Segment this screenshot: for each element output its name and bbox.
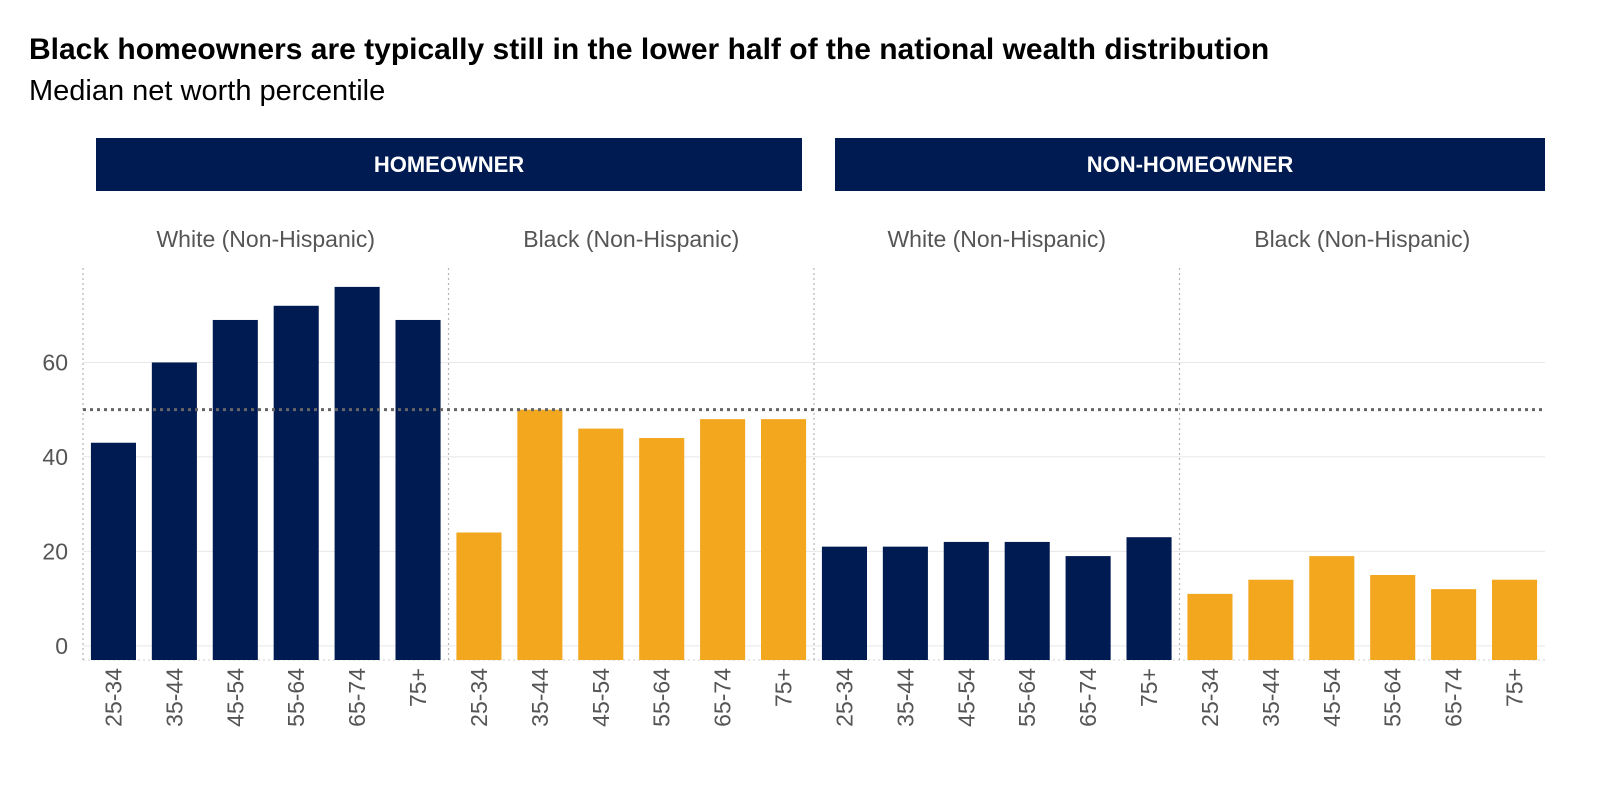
y-tick-label: 40 [42, 444, 68, 470]
bar-55-64 [273, 305, 319, 660]
x-tick-label: 55-64 [283, 668, 309, 727]
x-tick-label: 25-34 [1197, 668, 1223, 727]
bar-75+ [395, 319, 441, 660]
x-tick-label: 75+ [405, 668, 431, 707]
x-tick-label: 35-44 [892, 668, 918, 727]
bar-35-44 [1248, 579, 1294, 660]
x-tick-label: 25-34 [100, 668, 126, 727]
x-tick-label: 45-54 [588, 668, 614, 727]
x-tick-label: 35-44 [161, 668, 187, 727]
bar-25-34 [90, 442, 136, 660]
chart-subtitle: Median net worth percentile [29, 75, 386, 107]
x-tick-label: 65-74 [710, 668, 736, 727]
bar-35-44 [882, 546, 928, 660]
x-tick-label: 45-54 [222, 668, 248, 727]
bar-45-54 [943, 541, 989, 660]
x-tick-label: 65-74 [1075, 668, 1101, 727]
group-label: Black (Non-Hispanic) [1254, 226, 1470, 252]
bar-55-64 [1370, 574, 1416, 660]
x-tick-label: 35-44 [1258, 668, 1284, 727]
group-label: White (Non-Hispanic) [156, 226, 375, 252]
bar-25-34 [456, 532, 502, 660]
x-tick-label: 75+ [771, 668, 797, 707]
x-tick-label: 25-34 [831, 668, 857, 727]
facet-header-label: HOMEOWNER [374, 152, 524, 177]
facet-header-0 [96, 138, 802, 191]
y-tick-label: 60 [42, 349, 68, 375]
x-tick-label: 55-64 [649, 668, 675, 727]
facet-header-label: NON-HOMEOWNER [1087, 152, 1294, 177]
x-tick-label: 45-54 [953, 668, 979, 727]
bar-35-44 [151, 362, 197, 660]
x-tick-label: 65-74 [344, 668, 370, 727]
bar-25-34 [1187, 593, 1233, 660]
x-tick-label: 45-54 [1319, 668, 1345, 727]
facet-header-1 [835, 138, 1545, 191]
y-tick-label: 20 [42, 538, 68, 564]
bar-75+ [1126, 537, 1172, 660]
x-tick-label: 35-44 [527, 668, 553, 727]
bar-65-74 [1065, 556, 1111, 660]
bar-55-64 [1004, 541, 1050, 660]
bar-55-64 [639, 438, 685, 660]
bar-45-54 [212, 319, 258, 660]
group-label: Black (Non-Hispanic) [523, 226, 739, 252]
bar-75+ [761, 419, 807, 660]
x-tick-label: 65-74 [1441, 668, 1467, 727]
bar-65-74 [700, 419, 746, 660]
y-tick-label: 0 [55, 633, 68, 659]
x-tick-label: 55-64 [1014, 668, 1040, 727]
x-tick-label: 25-34 [466, 668, 492, 727]
bar-25-34 [821, 546, 867, 660]
x-tick-label: 75+ [1136, 668, 1162, 707]
x-tick-label: 75+ [1502, 668, 1528, 707]
bar-35-44 [517, 409, 563, 660]
bar-45-54 [1309, 556, 1355, 660]
bar-65-74 [1431, 589, 1477, 660]
chart-title: Black homeowners are typically still in … [29, 33, 1270, 66]
x-tick-label: 55-64 [1380, 668, 1406, 727]
bar-65-74 [334, 286, 380, 660]
bar-45-54 [578, 428, 624, 660]
bar-75+ [1492, 579, 1538, 660]
group-label: White (Non-Hispanic) [887, 226, 1106, 252]
